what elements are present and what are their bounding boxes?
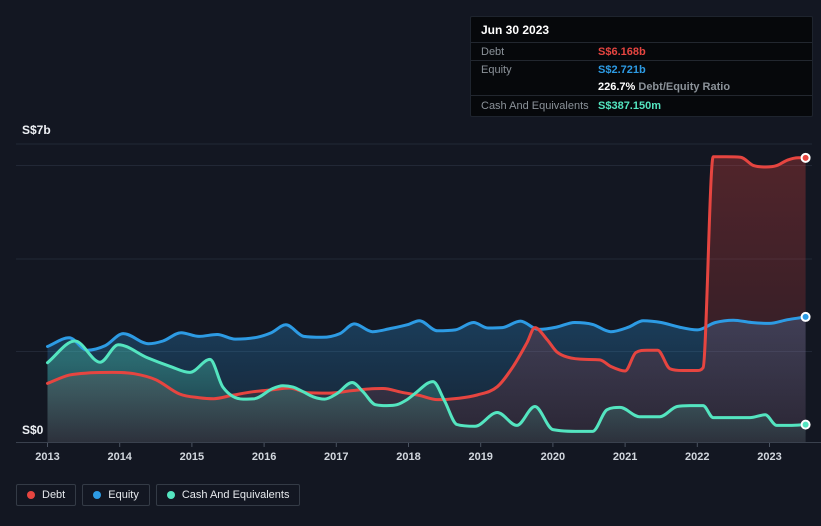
equity-endpoint-dot[interactable] [800,311,811,322]
x-axis-year-label: 2016 [252,451,276,463]
legend: Debt Equity Cash And Equivalents [16,484,301,506]
legend-item-cash[interactable]: Cash And Equivalents [155,484,301,506]
x-axis-year-label: 2014 [107,451,132,463]
debt-equity-ratio-percent: 226.7% [598,80,636,93]
debt-color-dot [27,491,35,499]
debt-endpoint-dot[interactable] [800,152,811,163]
series-lines [46,155,808,433]
legend-item-equity[interactable]: Equity [82,484,150,506]
debt-area [47,156,806,443]
y-axis-max-label: S$7b [22,123,51,137]
endpoint-dots [800,152,811,430]
y-axis-zero-label: S$0 [22,423,44,437]
tooltip-row-debt: Debt S$6.168b [471,43,812,61]
x-axis-year-label: 2021 [613,451,637,463]
x-axis-year-label: 2022 [685,451,709,463]
tooltip-equity-value: S$2.721b [598,63,646,76]
cash-and-equivalents-area [47,341,806,443]
tooltip-row-cash: Cash And Equivalents S$387.150m [471,96,812,116]
legend-cash-label: Cash And Equivalents [181,489,290,501]
x-axis: 2013 2014 2015 2016 2017 2018 2019 2020 2021 2022… [16,442,821,463]
legend-item-debt[interactable]: Debt [16,484,77,506]
equity-line [46,315,808,352]
x-axis-year-label: 2023 [757,451,781,463]
equity-color-dot [93,491,102,499]
chart-tooltip: Jun 30 2023 Debt S$6.168b Equity S$2.721… [470,16,813,117]
tooltip-cash-label: Cash And Equivalents [481,100,589,112]
cash-and-equivalents-line [46,339,808,433]
tooltip-cash-value: S$387.150m [598,100,661,112]
tooltip-debt-label: Debt [481,45,505,58]
series-areas [47,156,806,443]
tooltip-debt-value: S$6.168b [598,45,646,58]
x-axis-year-label: 2018 [396,451,420,463]
cash-color-dot [166,491,175,499]
legend-equity-label: Equity [108,489,139,501]
debt-equity-history-chart[interactable]: 2013 2014 2015 2016 2017 2018 2019 2020 2021 2022… [0,0,821,478]
debt-equity-ratio-caption: Debt/Equity Ratio [638,80,731,93]
x-axis-year-label: 2017 [324,451,348,463]
legend-debt-label: Debt [42,489,66,501]
x-axis-year-label: 2013 [35,451,59,463]
tooltip-row-equity: Equity S$2.721b [471,61,812,78]
x-axis-year-label: 2019 [468,451,492,463]
tooltip-equity-label: Equity [481,63,512,76]
x-axis-year-label: 2020 [541,451,565,463]
cash-and-equivalents-endpoint-dot[interactable] [800,419,811,430]
x-axis-year-label: 2015 [180,451,204,463]
tooltip-ratio-value: 226.7% Debt/Equity Ratio [598,81,802,93]
debt-line [46,155,808,402]
tooltip-date: Jun 30 2023 [471,17,812,43]
gridlines [16,143,812,352]
tooltip-row-ratio: 226.7% Debt/Equity Ratio [471,78,812,96]
